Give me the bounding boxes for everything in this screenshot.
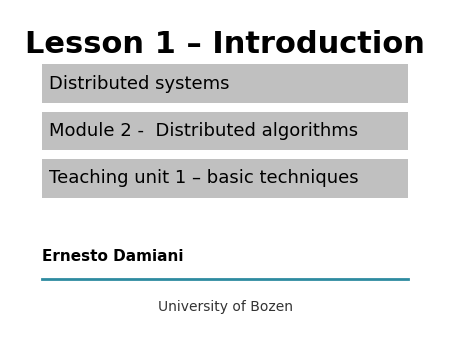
FancyBboxPatch shape <box>41 112 409 150</box>
Text: Teaching unit 1 – basic techniques: Teaching unit 1 – basic techniques <box>49 169 358 187</box>
Text: University of Bozen: University of Bozen <box>158 300 292 314</box>
FancyBboxPatch shape <box>41 159 409 198</box>
Text: Distributed systems: Distributed systems <box>49 75 229 93</box>
Text: Ernesto Damiani: Ernesto Damiani <box>41 249 183 264</box>
FancyBboxPatch shape <box>41 64 409 103</box>
Text: Lesson 1 – Introduction: Lesson 1 – Introduction <box>25 30 425 59</box>
Text: Module 2 -  Distributed algorithms: Module 2 - Distributed algorithms <box>49 122 358 140</box>
